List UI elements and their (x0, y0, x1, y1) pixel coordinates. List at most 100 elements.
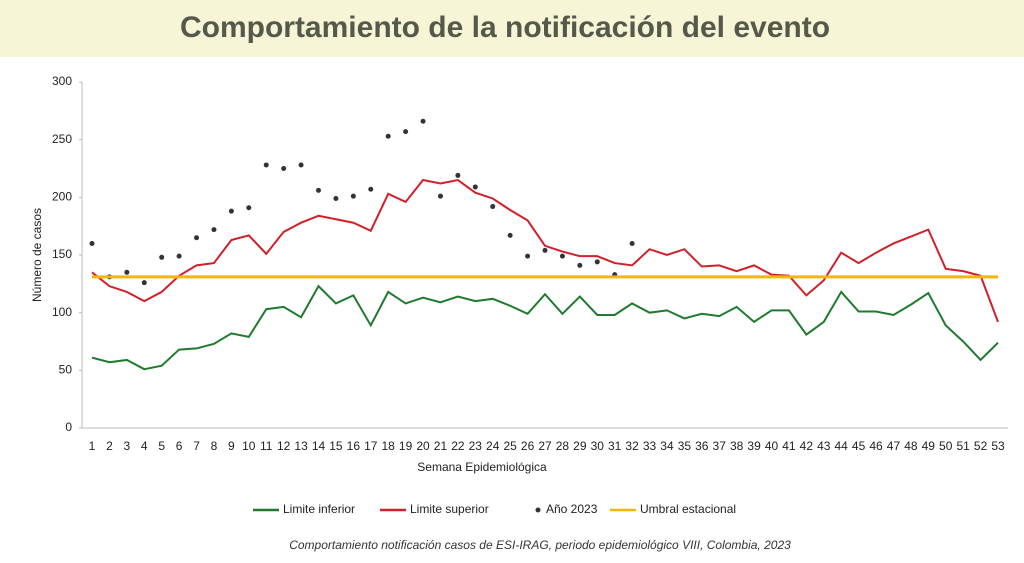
x-tick-label: 29 (573, 439, 587, 453)
x-tick-label: 44 (835, 439, 849, 453)
x-tick-label: 51 (956, 439, 970, 453)
x-tick-label: 12 (277, 439, 291, 453)
y-tick-label: 50 (59, 363, 73, 377)
x-tick-label: 17 (364, 439, 378, 453)
data-point (194, 235, 200, 241)
data-point (211, 227, 217, 233)
data-point (316, 187, 321, 193)
data-point (507, 232, 513, 238)
x-tick-label: 6 (176, 439, 183, 453)
legend-marker (535, 507, 541, 513)
x-tick-label: 40 (765, 439, 779, 453)
x-tick-label: 45 (852, 439, 866, 453)
x-tick-label: 34 (660, 439, 674, 453)
x-tick-label: 10 (242, 439, 256, 453)
x-tick-label: 24 (486, 439, 500, 453)
x-tick-label: 18 (382, 439, 396, 453)
x-tick-label: 39 (747, 439, 761, 453)
legend-label: Limite superior (410, 502, 489, 516)
x-tick-label: 5 (158, 439, 165, 453)
data-point (246, 205, 252, 211)
x-tick-label: 11 (260, 439, 273, 453)
data-point (141, 280, 147, 286)
data-point (472, 184, 478, 190)
x-tick-label: 7 (193, 439, 200, 453)
data-point (542, 247, 548, 253)
data-point (629, 240, 635, 246)
x-tick-label: 27 (538, 439, 552, 453)
data-point (385, 133, 391, 139)
data-point (455, 172, 461, 178)
x-tick-label: 49 (922, 439, 936, 453)
x-tick-label: 36 (695, 439, 709, 453)
x-tick-label: 22 (451, 439, 465, 453)
chart-title: Comportamiento de la notificación del ev… (180, 11, 830, 44)
x-tick-label: 33 (643, 439, 657, 453)
series-line (91, 284, 999, 371)
x-tick-label: 52 (974, 439, 988, 453)
x-tick-label: 23 (469, 439, 483, 453)
x-tick-label: 20 (416, 439, 430, 453)
x-tick-label: 13 (294, 439, 308, 453)
data-point (89, 240, 95, 246)
data-point (124, 269, 130, 275)
x-tick-label: 28 (556, 439, 570, 453)
legend-label: Año 2023 (546, 502, 598, 516)
x-tick-label: 47 (887, 439, 901, 453)
data-point (437, 193, 443, 199)
x-tick-label: 31 (608, 439, 622, 453)
x-tick-label: 53 (991, 439, 1005, 453)
x-tick-label: 43 (817, 439, 831, 453)
data-point (403, 129, 409, 135)
x-tick-label: 26 (521, 439, 535, 453)
data-point (159, 254, 165, 260)
x-tick-label: 30 (591, 439, 605, 453)
x-tick-label: 50 (939, 439, 953, 453)
x-axis-label: Semana Epidemiológica (417, 460, 547, 474)
y-tick-label: 250 (52, 132, 72, 146)
x-tick-label: 2 (106, 439, 113, 453)
y-tick-label: 200 (52, 190, 72, 204)
x-tick-label: 14 (312, 439, 326, 453)
x-tick-label: 46 (869, 439, 883, 453)
x-tick-label: 4 (141, 439, 148, 453)
x-tick-label: 8 (211, 439, 218, 453)
y-tick-label: 150 (52, 247, 72, 261)
caption: Comportamiento notificación casos de ESI… (289, 538, 791, 552)
x-tick-label: 15 (329, 439, 343, 453)
data-point (594, 259, 600, 265)
data-point (559, 253, 565, 259)
data-point (333, 195, 339, 201)
data-point (298, 162, 304, 168)
data-point (263, 162, 269, 168)
x-tick-label: 35 (678, 439, 692, 453)
y-tick-label: 100 (52, 305, 72, 319)
data-point (420, 118, 426, 124)
x-tick-label: 3 (124, 439, 131, 453)
series-line (91, 178, 999, 323)
x-tick-label: 9 (228, 439, 235, 453)
x-tick-label: 32 (625, 439, 639, 453)
x-tick-label: 38 (730, 439, 744, 453)
y-axis-label: Número de casos (30, 208, 44, 302)
data-point (176, 253, 182, 259)
y-tick-label: 0 (65, 420, 72, 434)
x-tick-label: 16 (347, 439, 361, 453)
x-tick-label: 25 (503, 439, 517, 453)
x-tick-label: 37 (713, 439, 727, 453)
x-tick-label: 1 (89, 439, 96, 453)
title-banner (0, 0, 1024, 57)
data-point (228, 208, 234, 214)
legend-label: Limite inferior (283, 502, 355, 516)
data-point (368, 186, 374, 192)
x-tick-label: 21 (434, 439, 448, 453)
data-point (577, 262, 583, 268)
x-tick-label: 19 (399, 439, 413, 453)
x-tick-label: 48 (904, 439, 918, 453)
legend-label: Umbral estacional (640, 502, 736, 516)
data-point (525, 253, 531, 259)
x-tick-label: 41 (782, 439, 796, 453)
data-point (350, 193, 356, 199)
data-point (490, 204, 496, 210)
